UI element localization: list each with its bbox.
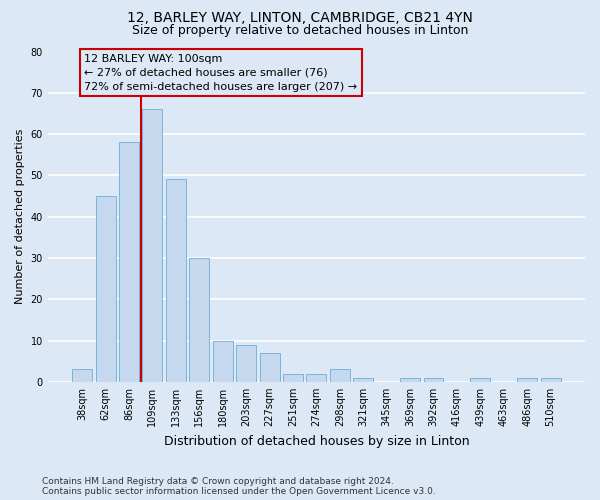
Bar	[166, 180, 186, 382]
Y-axis label: Number of detached properties: Number of detached properties	[15, 129, 25, 304]
Bar	[236, 344, 256, 382]
Bar	[142, 110, 163, 382]
Bar	[283, 374, 303, 382]
Bar	[400, 378, 420, 382]
X-axis label: Distribution of detached houses by size in Linton: Distribution of detached houses by size …	[164, 434, 469, 448]
Bar	[424, 378, 443, 382]
Bar	[307, 374, 326, 382]
Bar	[260, 353, 280, 382]
Text: 12 BARLEY WAY: 100sqm
← 27% of detached houses are smaller (76)
72% of semi-deta: 12 BARLEY WAY: 100sqm ← 27% of detached …	[84, 54, 357, 92]
Text: 12, BARLEY WAY, LINTON, CAMBRIDGE, CB21 4YN: 12, BARLEY WAY, LINTON, CAMBRIDGE, CB21 …	[127, 11, 473, 25]
Bar	[517, 378, 537, 382]
Bar	[95, 196, 116, 382]
Bar	[330, 370, 350, 382]
Bar	[119, 142, 139, 382]
Bar	[72, 370, 92, 382]
Bar	[353, 378, 373, 382]
Bar	[213, 340, 233, 382]
Text: Contains HM Land Registry data © Crown copyright and database right 2024.
Contai: Contains HM Land Registry data © Crown c…	[42, 476, 436, 496]
Bar	[541, 378, 560, 382]
Text: Size of property relative to detached houses in Linton: Size of property relative to detached ho…	[132, 24, 468, 37]
Bar	[470, 378, 490, 382]
Bar	[190, 258, 209, 382]
